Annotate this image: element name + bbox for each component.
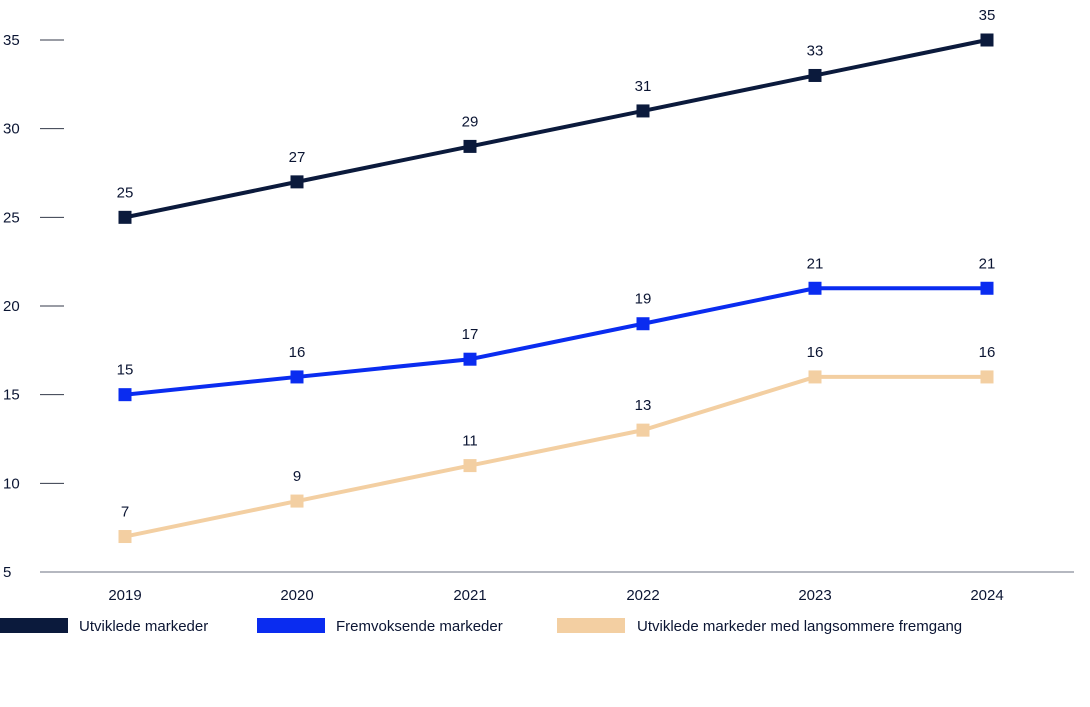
y-axis: 5 10 15 20 25 30 35 <box>3 32 64 581</box>
series-line <box>124 38 988 220</box>
data-label: 19 <box>635 291 652 308</box>
y-tick-label: 15 <box>3 387 20 404</box>
data-label: 35 <box>979 7 996 24</box>
data-point <box>118 388 132 402</box>
data-label: 7 <box>121 504 129 521</box>
x-tick-label: 2020 <box>280 587 313 604</box>
data-point <box>980 370 994 384</box>
series-line <box>124 374 987 539</box>
data-label: 21 <box>807 255 824 272</box>
data-point <box>290 370 304 384</box>
data-point <box>463 139 477 153</box>
series-layer <box>118 33 994 544</box>
data-label: 15 <box>117 362 134 379</box>
x-tick-label: 2021 <box>453 587 486 604</box>
data-point <box>463 352 477 366</box>
data-point <box>290 175 304 189</box>
data-point <box>290 494 304 508</box>
legend-swatch <box>557 618 625 633</box>
legend-label: Utviklede markeder med langsommere fremg… <box>637 618 962 635</box>
data-point <box>808 281 822 295</box>
legend: Utviklede markeder Fremvoksende markeder U… <box>0 618 962 635</box>
data-label: 29 <box>462 113 479 130</box>
data-label: 11 <box>462 433 478 450</box>
data-label: 13 <box>635 397 652 414</box>
legend-swatch <box>0 618 68 633</box>
data-label: 17 <box>462 326 479 343</box>
y-tick-label: 35 <box>3 32 20 49</box>
y-tick-label: 30 <box>3 121 20 138</box>
data-point <box>980 33 994 47</box>
data-point <box>118 530 132 544</box>
data-label: 21 <box>979 255 996 272</box>
data-label: 9 <box>293 468 301 485</box>
data-point <box>980 281 994 295</box>
data-label: 31 <box>635 78 652 95</box>
x-axis: 2019 2020 2021 2022 2023 2024 <box>40 571 1074 604</box>
data-point <box>808 68 822 82</box>
data-point <box>636 423 650 437</box>
x-tick-label: 2019 <box>108 587 141 604</box>
legend-swatch <box>257 618 325 633</box>
data-label: 16 <box>289 344 306 361</box>
x-tick-label: 2022 <box>626 587 659 604</box>
data-label: 33 <box>807 42 824 59</box>
series-line <box>124 286 987 397</box>
legend-label: Utviklede markeder <box>79 618 208 635</box>
x-tick-label: 2024 <box>970 587 1003 604</box>
y-tick-label: 5 <box>3 564 11 581</box>
x-tick-label: 2023 <box>798 587 831 604</box>
data-label: 16 <box>807 344 824 361</box>
data-labels: 25 27 29 31 33 35 15 16 17 19 21 21 7 9 11 13 16 16 <box>117 7 996 521</box>
legend-label: Fremvoksende markeder <box>336 618 503 635</box>
data-point <box>463 459 477 473</box>
y-tick-label: 10 <box>3 475 20 492</box>
y-tick-label: 20 <box>3 298 20 315</box>
y-tick-label: 25 <box>3 209 20 226</box>
data-point <box>118 210 132 224</box>
data-point <box>636 317 650 331</box>
data-point <box>808 370 822 384</box>
data-label: 25 <box>117 184 134 201</box>
data-point <box>636 104 650 118</box>
data-label: 27 <box>289 149 306 166</box>
data-label: 16 <box>979 344 996 361</box>
